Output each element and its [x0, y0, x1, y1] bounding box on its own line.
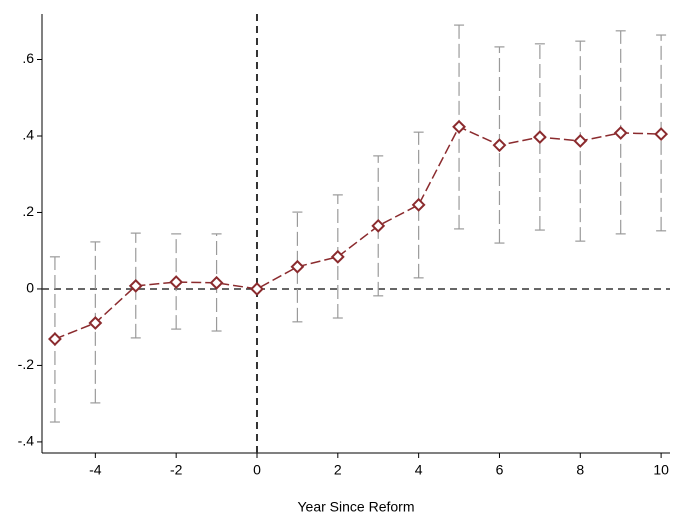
x-tick-label: 2 [334, 462, 342, 478]
x-tick-label: 8 [576, 462, 584, 478]
marker [209, 275, 224, 290]
marker [573, 134, 588, 148]
y-tick-label: -.4 [18, 433, 35, 449]
y-tick-label: .6 [22, 50, 34, 66]
marker [128, 278, 143, 293]
data-line [54, 125, 662, 340]
y-tick-label: 0 [26, 280, 34, 296]
x-tick-label: 10 [653, 462, 669, 478]
marker [290, 259, 305, 274]
marker [169, 275, 184, 289]
y-tick-label: .4 [22, 127, 34, 143]
marker [250, 282, 264, 296]
marker [452, 119, 466, 134]
x-tick-label: 4 [415, 462, 423, 478]
x-tick-label: 0 [253, 462, 261, 478]
marker [371, 218, 386, 233]
y-tick-label: .2 [22, 203, 34, 219]
marker [48, 332, 62, 346]
marker [330, 249, 345, 264]
y-tick-label: -.2 [18, 356, 35, 372]
marker [411, 197, 426, 212]
marker [654, 127, 669, 141]
marker [88, 316, 103, 330]
marker [613, 126, 628, 140]
x-tick-label: -2 [170, 462, 183, 478]
marker [492, 138, 507, 153]
x-axis-label: Year Since Reform [298, 499, 415, 515]
marker [532, 130, 547, 145]
x-tick-label: 6 [496, 462, 504, 478]
x-tick-label: -4 [89, 462, 102, 478]
